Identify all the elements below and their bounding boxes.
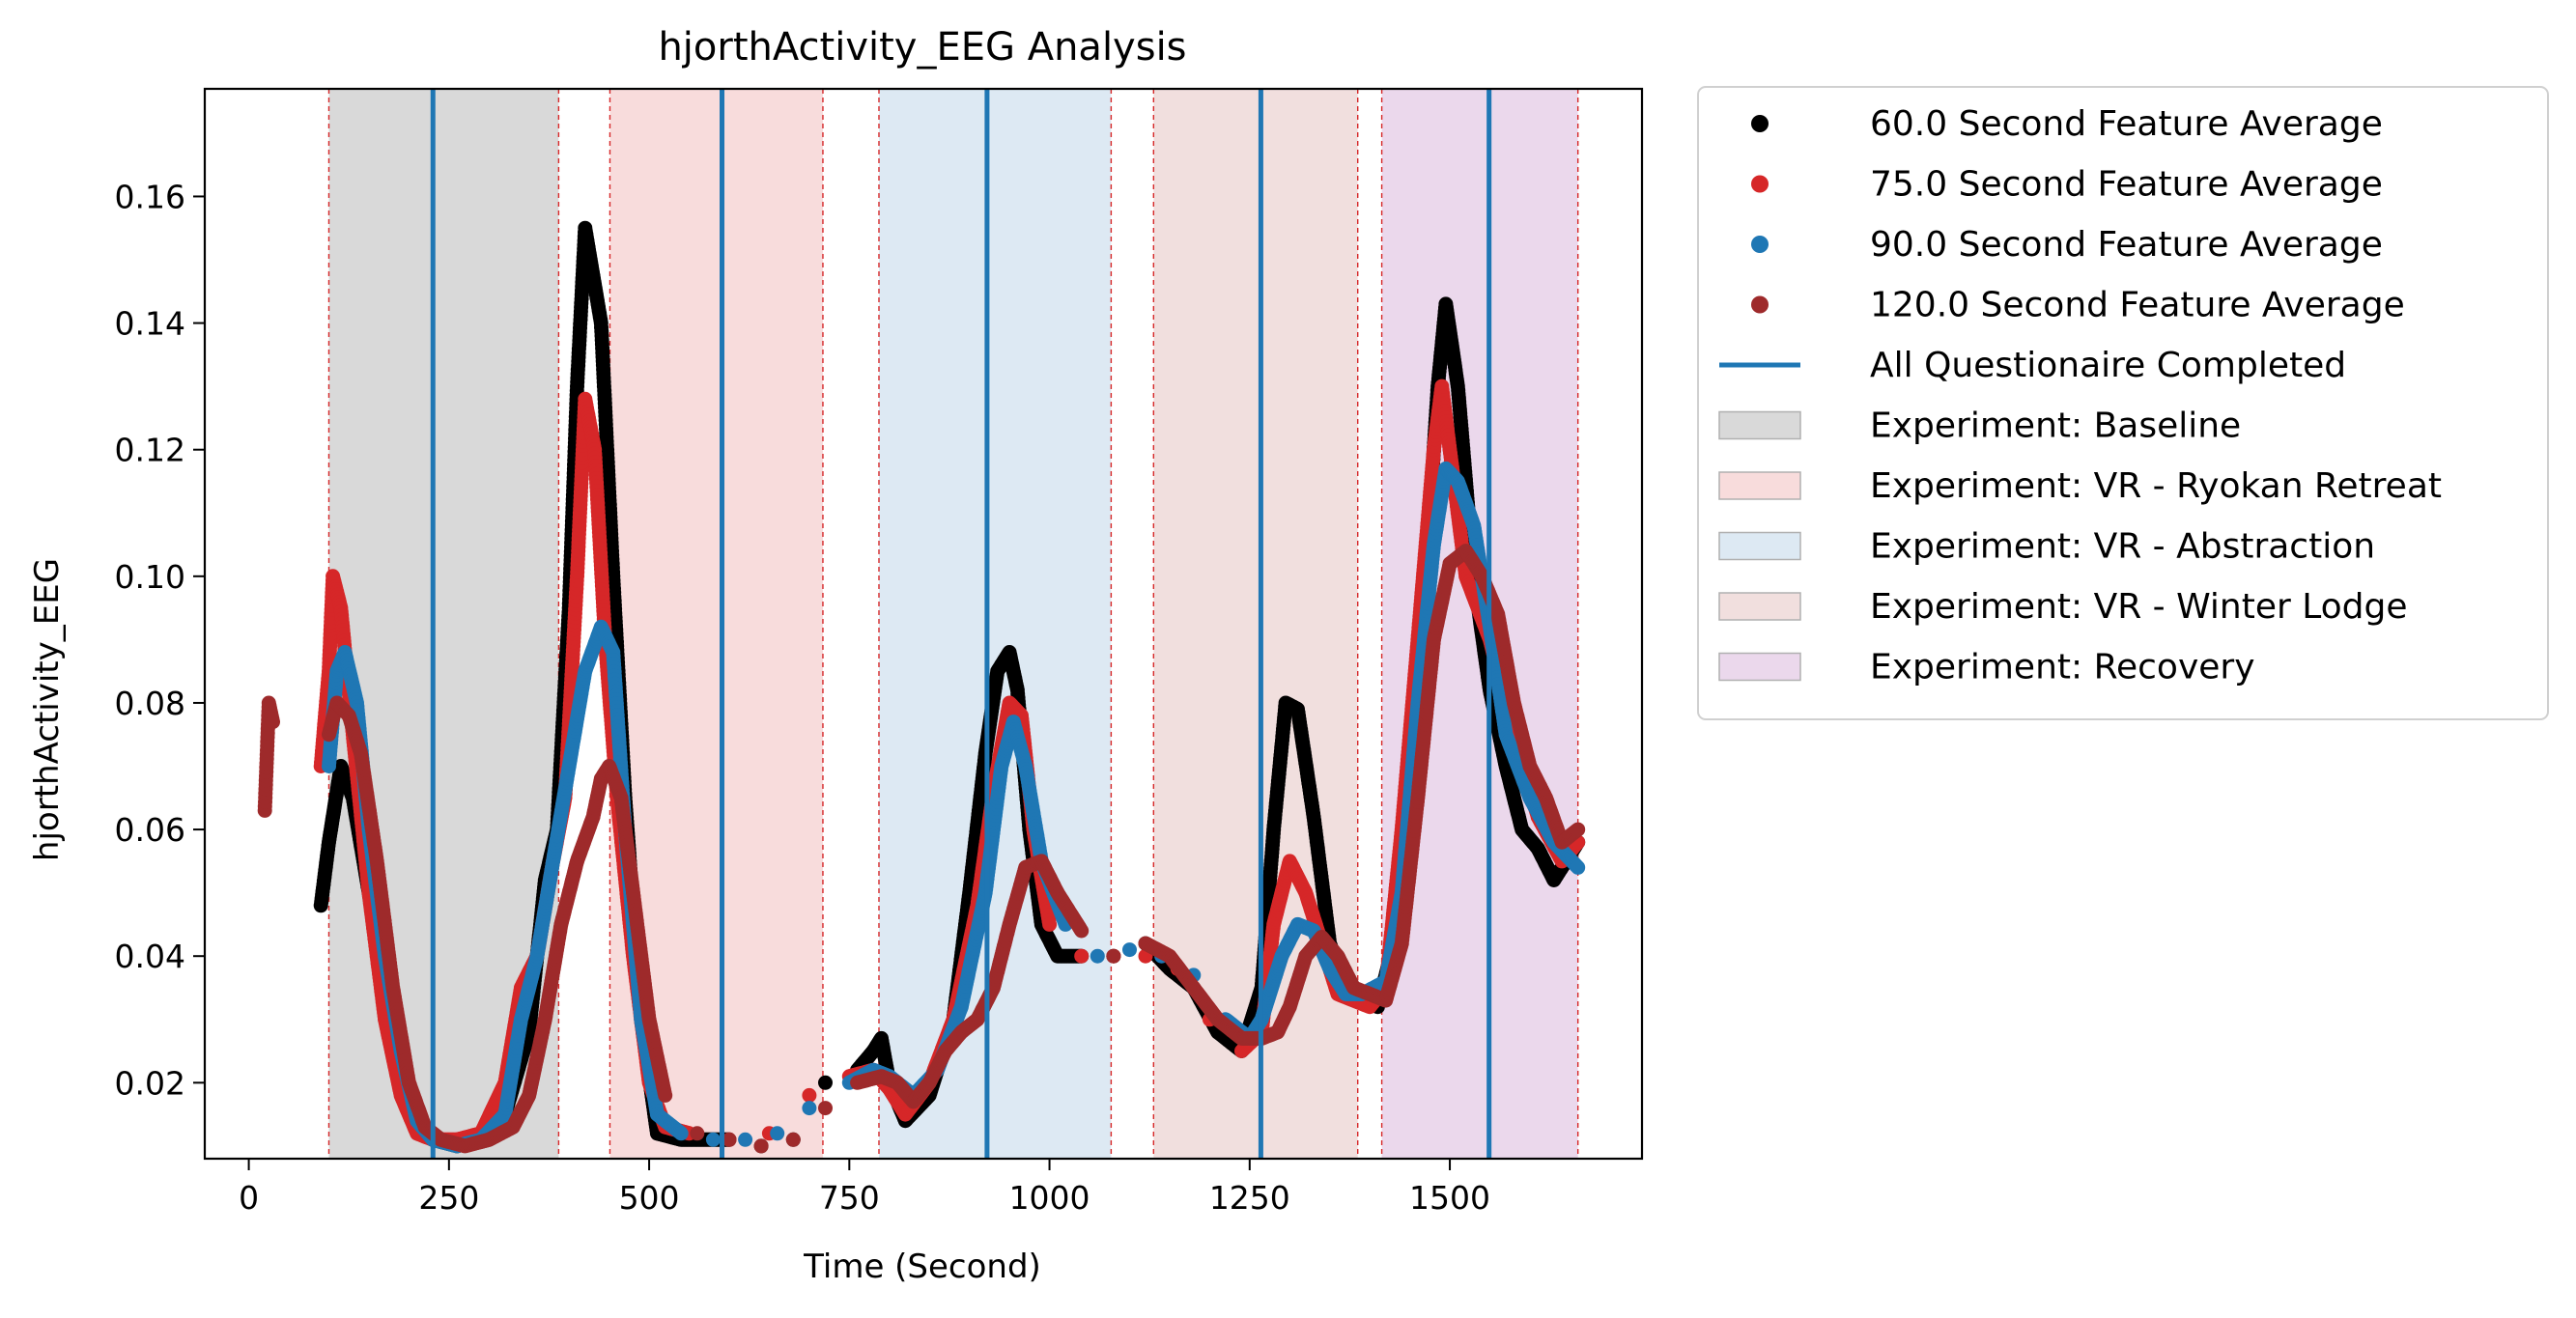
point-2-26-0	[802, 1101, 816, 1115]
point-2-22-0	[674, 1126, 689, 1140]
point-2-39-0	[1090, 949, 1105, 964]
point-0-28-0	[818, 1076, 833, 1090]
point-2-25-0	[770, 1126, 784, 1140]
point-1-28-0	[802, 1088, 816, 1103]
point-2-23-0	[706, 1133, 721, 1147]
point-1-40-0	[1042, 917, 1057, 932]
point-2-40-0	[1122, 942, 1137, 957]
point-2-24-0	[738, 1133, 752, 1147]
point-1-41-0	[1074, 949, 1089, 964]
point-3-2-0	[266, 715, 280, 729]
point-2-end	[1571, 860, 1585, 875]
